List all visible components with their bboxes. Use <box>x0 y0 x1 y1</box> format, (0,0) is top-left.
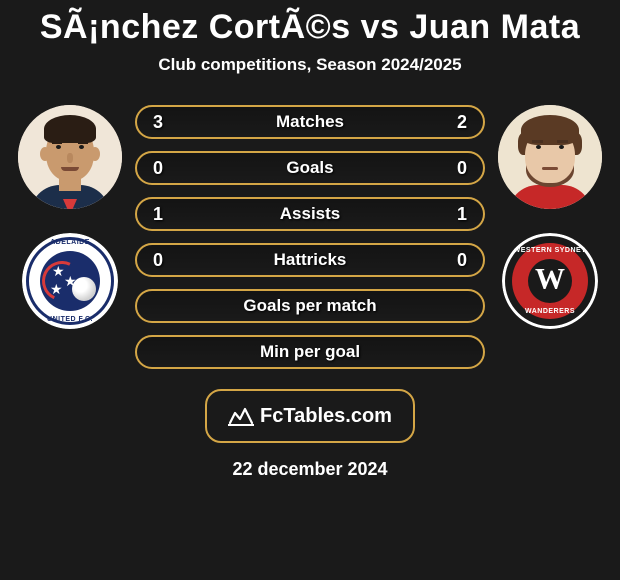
club-right-top-text: WESTERN SYDNEY <box>502 247 598 254</box>
stat-label: Goals per match <box>243 296 376 316</box>
stat-right-value: 0 <box>447 158 467 179</box>
stat-label: Assists <box>280 204 340 224</box>
stat-bar: 1 Assists 1 <box>135 197 485 231</box>
club-left-bottom-text: UNITED F.C. <box>22 316 118 323</box>
stat-right-value: 1 <box>447 204 467 225</box>
fctables-icon <box>228 405 254 427</box>
stat-left-value: 0 <box>153 250 173 271</box>
club-right-badge: WESTERN SYDNEY W WANDERERS <box>502 233 598 329</box>
stat-label: Hattricks <box>274 250 347 270</box>
stat-left-value: 0 <box>153 158 173 179</box>
club-right-letter: W <box>535 262 565 296</box>
player-right-avatar <box>498 105 602 209</box>
stat-left-value: 1 <box>153 204 173 225</box>
stat-bar: 0 Goals 0 <box>135 151 485 185</box>
club-left-badge: ADELAIDE ★ ★ ★ UNITED F.C. <box>22 233 118 329</box>
stat-bar: Goals per match <box>135 289 485 323</box>
stat-right-value: 0 <box>447 250 467 271</box>
club-right-bottom-text: WANDERERS <box>502 308 598 315</box>
stat-label: Goals <box>286 158 333 178</box>
stat-bar: Min per goal <box>135 335 485 369</box>
stat-label: Matches <box>276 112 344 132</box>
player-left-avatar <box>18 105 122 209</box>
stat-left-value: 3 <box>153 112 173 133</box>
stat-bar: 0 Hattricks 0 <box>135 243 485 277</box>
comparison-row: ADELAIDE ★ ★ ★ UNITED F.C. 3 Matches 2 0 Goa… <box>0 105 620 369</box>
date-text: 22 december 2024 <box>0 459 620 480</box>
stat-right-value: 2 <box>447 112 467 133</box>
stat-bar: 3 Matches 2 <box>135 105 485 139</box>
brand-text: FcTables.com <box>260 405 392 428</box>
brand-badge: FcTables.com <box>205 389 415 443</box>
stat-label: Min per goal <box>260 342 360 362</box>
page-subtitle: Club competitions, Season 2024/2025 <box>0 55 620 75</box>
page-title: SÃ¡nchez CortÃ©s vs Juan Mata <box>0 8 620 47</box>
left-side: ADELAIDE ★ ★ ★ UNITED F.C. <box>15 105 125 329</box>
club-left-top-text: ADELAIDE <box>22 239 118 246</box>
stats-column: 3 Matches 2 0 Goals 0 1 Assists 1 0 Hattricks 0 Goal… <box>135 105 485 369</box>
right-side: WESTERN SYDNEY W WANDERERS <box>495 105 605 329</box>
